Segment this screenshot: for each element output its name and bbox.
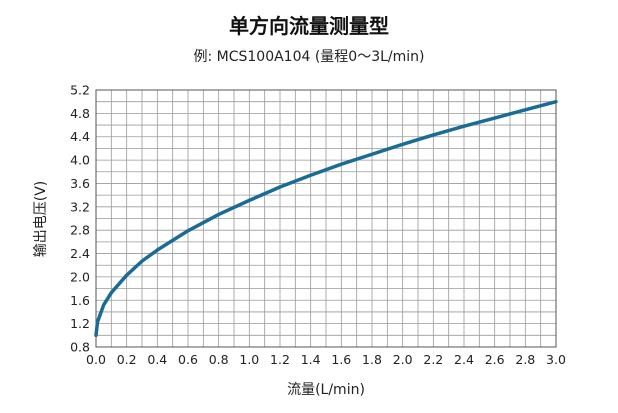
x-tick-label: 1.6	[331, 352, 351, 367]
axes	[95, 89, 557, 348]
y-axis-label: 输出电压(V)	[33, 181, 49, 258]
x-tick-label: 0.8	[209, 352, 229, 367]
y-tick-label: 4.8	[70, 106, 90, 121]
x-tick-label: 1.4	[301, 352, 321, 367]
x-tick-label: 0.2	[117, 352, 137, 367]
chart-subtitle: 例: MCS100A104 (量程0～3L/min)	[193, 49, 425, 65]
x-axis-label: 流量(L/min)	[287, 382, 365, 398]
series-group	[94, 99, 558, 338]
x-tick-labels: 0.0 0.2 0.4 0.6 0.8 1.0 1.2 1.4 1.6 1.8 2.0 2.2 2.4 2…	[86, 352, 566, 367]
series-line	[94, 99, 558, 338]
x-tick-label: 2.0	[393, 352, 413, 367]
y-tick-label: 5.2	[70, 83, 90, 98]
grid-lines	[95, 89, 557, 348]
x-tick-label: 3.0	[546, 352, 566, 367]
x-tick-label: 0.4	[147, 352, 167, 367]
y-tick-label: 2.0	[70, 269, 90, 284]
y-tick-label: 2.8	[70, 223, 90, 238]
x-tick-label: 2.6	[485, 352, 505, 367]
plot-frame	[95, 89, 557, 348]
y-tick-label: 3.6	[70, 176, 90, 191]
y-tick-label: 1.2	[70, 316, 90, 331]
y-tick-label: 4.4	[70, 129, 90, 144]
x-tick-label: 2.8	[515, 352, 535, 367]
x-tick-label: 2.2	[423, 352, 443, 367]
y-tick-label: 3.2	[70, 199, 90, 214]
x-tick-label: 0.0	[86, 352, 106, 367]
x-tick-label: 1.2	[270, 352, 290, 367]
y-tick-labels: 0.8 1.2 1.6 2.0 2.4 2.8 3.2 3.6 4.0 4.4 4.8 5.2	[70, 83, 90, 355]
x-tick-label: 1.0	[239, 352, 259, 367]
y-tick-label: 2.4	[70, 246, 90, 261]
x-tick-label: 2.4	[454, 352, 474, 367]
y-tick-label: 1.6	[70, 293, 90, 308]
x-tick-label: 1.8	[362, 352, 382, 367]
y-tick-label: 0.8	[70, 340, 90, 355]
chart-title: 单方向流量测量型	[229, 14, 389, 38]
x-tick-label: 0.6	[178, 352, 198, 367]
y-tick-label: 4.0	[70, 153, 90, 168]
